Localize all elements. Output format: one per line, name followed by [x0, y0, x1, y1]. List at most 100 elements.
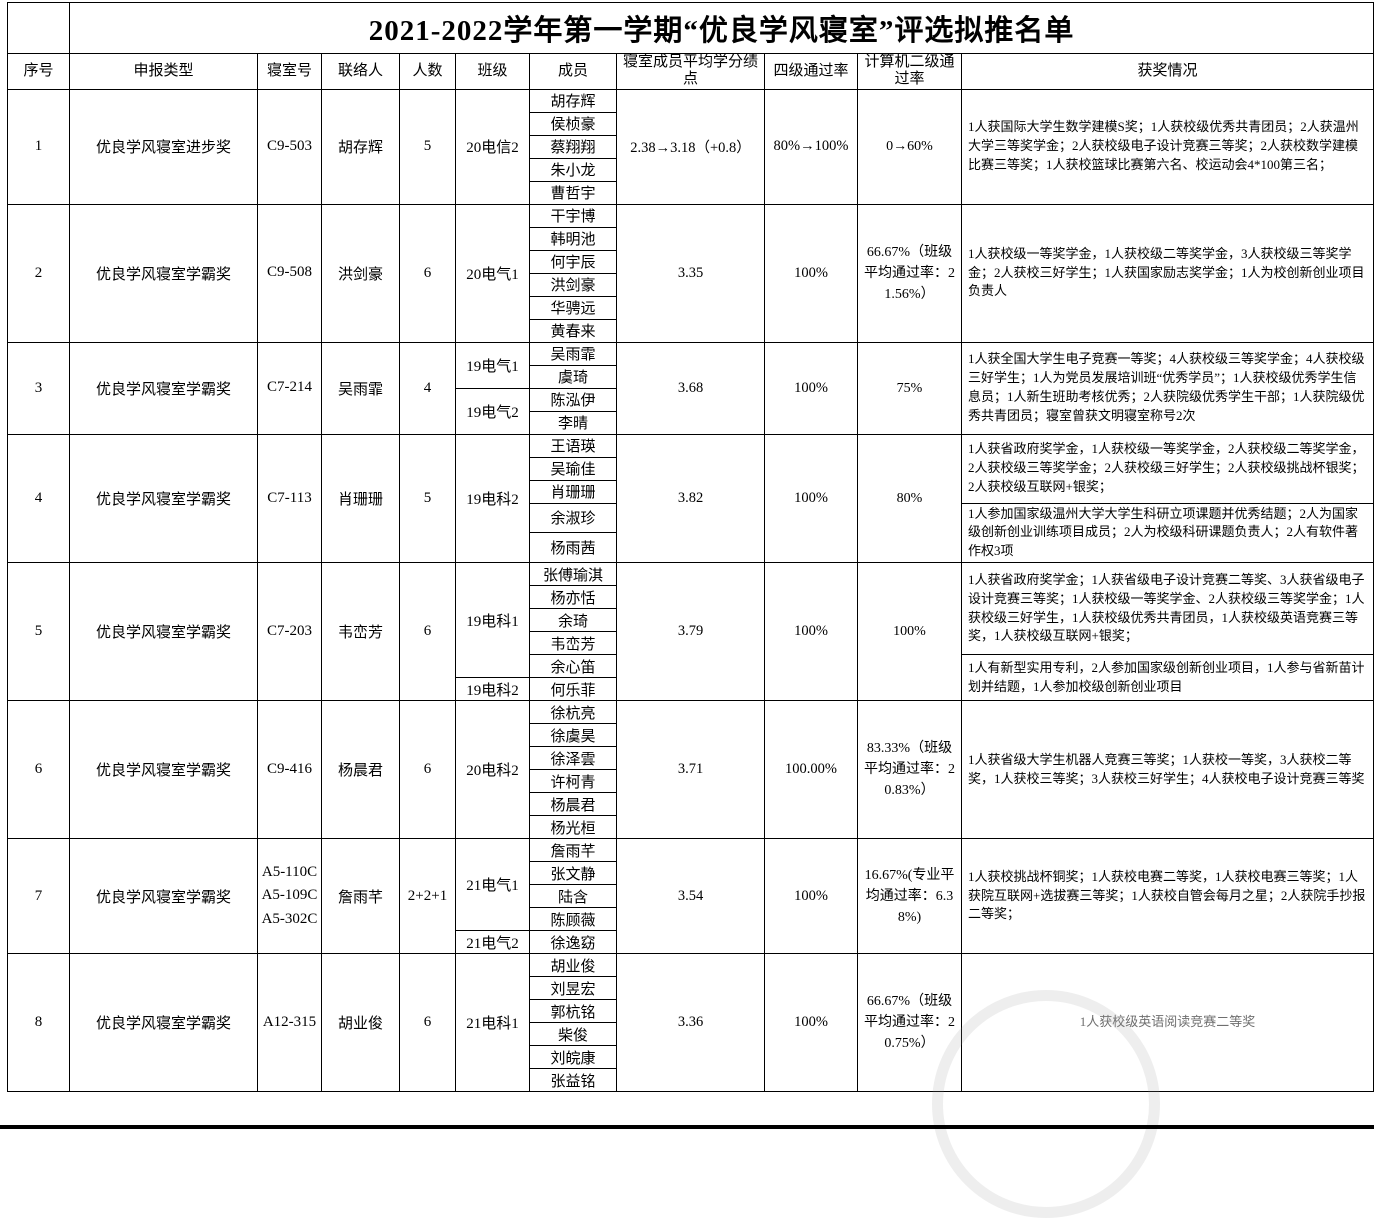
cell-application-type: 优良学风寝室学霸奖	[69, 700, 258, 840]
cell-member: 陈泓伊	[529, 387, 617, 412]
cell-member: 曹哲宇	[529, 180, 617, 205]
corner-cell	[7, 2, 70, 54]
cell-people-count: 6	[399, 562, 456, 702]
cell-member: 徐虞昊	[529, 723, 617, 748]
header-cell: 成员	[529, 53, 617, 90]
cell-member: 张文静	[529, 861, 617, 886]
table-row: 许柯青	[8, 769, 1374, 794]
table-row: 杨雨茜	[8, 532, 1374, 564]
cell-gpa: 3.79	[616, 562, 765, 702]
cell-class: 21电气2	[455, 930, 530, 955]
cell-application-type: 优良学风寝室学霸奖	[69, 838, 258, 955]
header-cell: 联络人	[321, 53, 400, 90]
cell-dorm-number: C9-416	[257, 700, 322, 840]
cell-class: 19电气1	[455, 341, 530, 389]
cell-member: 李晴	[529, 410, 617, 435]
table-row: 余琦	[8, 608, 1374, 633]
table-row: 蔡翔翔	[8, 134, 1374, 159]
cell-awards: 1人获校挑战杯铜奖；1人获校电赛二等奖，1人获校电赛三等奖；1人获院互联网+选拔…	[960, 838, 1374, 955]
cell-contact-person: 胡业俊	[321, 953, 400, 1093]
cell-class: 19电科2	[455, 677, 530, 702]
cell-computer-rate: 75%	[857, 341, 962, 435]
cell-dorm-number: C7-214	[257, 341, 322, 435]
cell-member: 徐杭亮	[529, 700, 617, 725]
cell-class: 19电科2	[455, 433, 530, 564]
cell-class: 20电科2	[455, 700, 530, 840]
cell-people-count: 2+2+1	[399, 838, 456, 955]
cell-dorm-number: C9-508	[257, 203, 322, 343]
header-cell: 序号	[7, 53, 70, 90]
cell-member: 华骋远	[529, 295, 617, 320]
cell-contact-person: 杨晨君	[321, 700, 400, 840]
table-row: 张益铭	[8, 1068, 1374, 1093]
cell-application-type: 优良学风寝室学霸奖	[69, 341, 258, 435]
table-row: 曹哲宇	[8, 180, 1374, 205]
cell-cet4-rate: 100%	[764, 562, 858, 702]
cell-member: 陈顾薇	[529, 907, 617, 932]
table-row: 4 优良学风寝室学霸奖 C7-113 肖珊珊 5 19电科2 王语瑛 3.82 100% 80% 1…	[7, 433, 1374, 564]
cell-member: 黄春来	[529, 318, 617, 343]
cell-serial-number: 8	[7, 953, 70, 1093]
cell-contact-person: 吴雨霏	[321, 341, 400, 435]
cell-serial-number: 4	[7, 433, 70, 564]
cell-computer-rate: 0→60%	[857, 88, 962, 205]
cell-cet4-rate: 100%	[764, 838, 858, 955]
table-row: 8 优良学风寝室学霸奖 A12-315 胡业俊 6 21电科1 胡业俊 3.36 100% 66.…	[7, 953, 1374, 1093]
header-cell: 申报类型	[69, 53, 258, 90]
cell-people-count: 6	[399, 700, 456, 840]
cell-gpa: 3.36	[616, 953, 765, 1093]
cell-member: 吴雨霏	[529, 341, 617, 366]
cell-cet4-rate: 80%→100%	[764, 88, 858, 205]
table-row: 洪剑豪	[8, 272, 1374, 297]
table-row: 1 优良学风寝室进步奖 C9-503 胡存辉 5 20电信2 胡存辉 2.38→3.18（+0…	[7, 88, 1374, 205]
cell-computer-rate: 16.67%(专业平均通过率：6.38%)	[857, 838, 962, 955]
cell-member: 陆含	[529, 884, 617, 909]
table-row: 陆含	[8, 884, 1374, 909]
table-row: 7 优良学风寝室学霸奖 A5-110C A5-109C A5-302C 詹雨芊 2+2+…	[7, 838, 1374, 955]
cell-dorm-number: A12-315	[257, 953, 322, 1093]
cell-gpa: 2.38→3.18（+0.8）	[616, 88, 765, 205]
cell-serial-number: 6	[7, 700, 70, 840]
cell-member: 杨雨茜	[529, 532, 617, 564]
cell-class: 21电气1	[455, 838, 530, 932]
cell-member: 虞琦	[529, 364, 617, 389]
header-row: 序号 申报类型 寝室号 联络人 人数 班级 成员 寝室成员平均学分绩点 四级通过率 计算机二级通过…	[7, 53, 1374, 90]
table-row: 19电科2 何乐菲	[8, 677, 1374, 702]
cell-member: 蔡翔翔	[529, 134, 617, 159]
cell-member: 詹雨芊	[529, 838, 617, 863]
cell-member: 柴俊	[529, 1022, 617, 1047]
table-row: 柴俊	[8, 1022, 1374, 1047]
cell-contact-person: 詹雨芊	[321, 838, 400, 955]
header-cell: 计算机二级通过率	[857, 53, 962, 90]
cell-contact-person: 胡存辉	[321, 88, 400, 205]
cell-application-type: 优良学风寝室学霸奖	[69, 433, 258, 564]
table-row: 19电气2 陈泓伊	[8, 387, 1374, 435]
cell-computer-rate: 66.67%（班级平均通过率：21.56%）	[857, 203, 962, 343]
cell-member: 刘皖康	[529, 1045, 617, 1070]
cell-member: 韩明池	[529, 226, 617, 251]
table-body: 1 优良学风寝室进步奖 C9-503 胡存辉 5 20电信2 胡存辉 2.38→3.18（+0…	[7, 88, 1374, 1093]
cell-awards: 1人获省级大学生机器人竞赛三等奖；1人获校一等奖，3人获校二等奖，1人获校三等奖…	[960, 700, 1374, 840]
cell-member: 肖珊珊	[529, 479, 617, 504]
cell-contact-person: 洪剑豪	[321, 203, 400, 343]
cell-application-type: 优良学风寝室学霸奖	[69, 203, 258, 343]
cell-member: 余琦	[529, 608, 617, 633]
cell-member: 洪剑豪	[529, 272, 617, 297]
cell-class: 20电气1	[455, 203, 530, 343]
cell-contact-person: 肖珊珊	[321, 433, 400, 564]
page-title: 2021-2022学年第一学期“优良学风寝室”评选拟推名单	[68, 2, 1374, 54]
cell-serial-number: 3	[7, 341, 70, 435]
cell-dorm-number: C9-503	[257, 88, 322, 205]
cell-member: 王语瑛	[529, 433, 617, 458]
cell-gpa: 3.71	[616, 700, 765, 840]
cell-member: 许柯青	[529, 769, 617, 794]
cell-application-type: 优良学风寝室学霸奖	[69, 953, 258, 1093]
cell-serial-number: 2	[7, 203, 70, 343]
cell-member: 侯桢豪	[529, 111, 617, 136]
cell-class: 19电科1	[455, 562, 530, 679]
cell-serial-number: 1	[7, 88, 70, 205]
cell-serial-number: 7	[7, 838, 70, 955]
cell-awards: 1人获国际大学生数学建模S奖；1人获校级优秀共青团员；2人获温州大学三等奖学金；…	[960, 88, 1374, 205]
cell-people-count: 4	[399, 341, 456, 435]
cell-member: 郭杭铭	[529, 999, 617, 1024]
